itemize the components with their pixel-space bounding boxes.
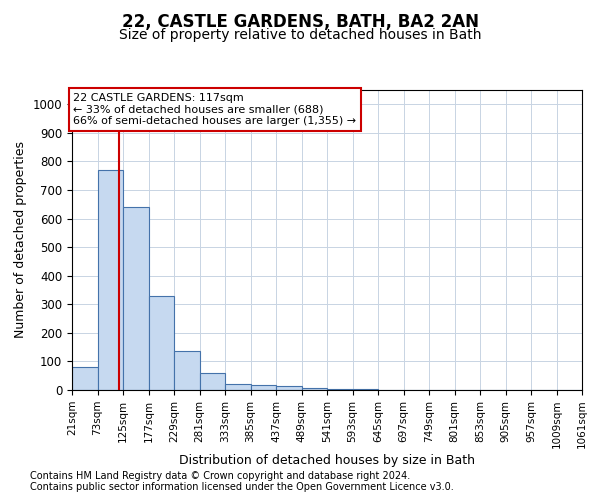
Y-axis label: Number of detached properties: Number of detached properties bbox=[14, 142, 27, 338]
Bar bbox=[251, 385, 276, 390]
Bar bbox=[302, 388, 327, 390]
Bar bbox=[276, 386, 302, 390]
Bar bbox=[199, 374, 225, 390]
Text: 22 CASTLE GARDENS: 117sqm
← 33% of detached houses are smaller (688)
66% of semi: 22 CASTLE GARDENS: 117sqm ← 33% of detac… bbox=[73, 93, 356, 126]
Bar bbox=[149, 296, 174, 390]
Bar bbox=[327, 389, 353, 390]
Bar bbox=[225, 384, 251, 390]
Text: 22, CASTLE GARDENS, BATH, BA2 2AN: 22, CASTLE GARDENS, BATH, BA2 2AN bbox=[121, 12, 479, 30]
Bar bbox=[174, 352, 199, 390]
Text: Contains public sector information licensed under the Open Government Licence v3: Contains public sector information licen… bbox=[30, 482, 454, 492]
Bar bbox=[97, 170, 123, 390]
Text: Contains HM Land Registry data © Crown copyright and database right 2024.: Contains HM Land Registry data © Crown c… bbox=[30, 471, 410, 481]
X-axis label: Distribution of detached houses by size in Bath: Distribution of detached houses by size … bbox=[179, 454, 475, 467]
Text: Size of property relative to detached houses in Bath: Size of property relative to detached ho… bbox=[119, 28, 481, 42]
Bar bbox=[72, 367, 97, 390]
Bar bbox=[123, 207, 149, 390]
